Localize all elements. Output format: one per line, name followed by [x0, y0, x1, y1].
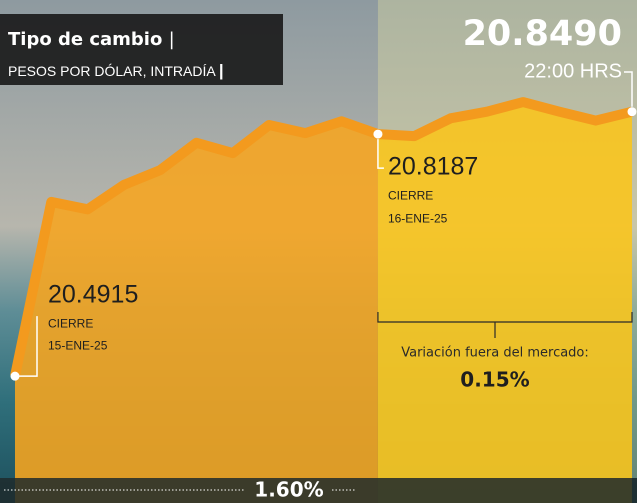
point	[11, 372, 20, 381]
subtitle-text: PESOS POR DÓLAR, INTRADÍA	[8, 63, 216, 79]
close-date: 16-ENE-25	[388, 211, 448, 225]
close-label: CIERRE	[388, 188, 433, 202]
last-value: 20.8490	[463, 14, 622, 54]
point	[628, 107, 637, 116]
chart: 1.60% Tipo de cambio | PESOS POR DÓLAR, …	[0, 0, 637, 503]
separator: |	[219, 61, 224, 80]
close-date: 15-ENE-25	[48, 338, 108, 352]
close-value: 20.4915	[48, 281, 138, 309]
last-time: 22:00 HRS	[524, 60, 622, 82]
title-text: Tipo de cambio	[8, 29, 162, 50]
chart-subtitle: PESOS POR DÓLAR, INTRADÍA |	[8, 61, 224, 80]
after-market-label: Variación fuera del mercado:	[401, 346, 589, 361]
point	[373, 130, 382, 139]
close-label: CIERRE	[48, 316, 93, 330]
after-market-change: 0.15%	[460, 368, 529, 392]
close-value: 20.8187	[388, 153, 478, 181]
chart-title: Tipo de cambio |	[8, 29, 175, 50]
separator: |	[169, 29, 175, 50]
total-change: 1.60%	[254, 478, 323, 502]
